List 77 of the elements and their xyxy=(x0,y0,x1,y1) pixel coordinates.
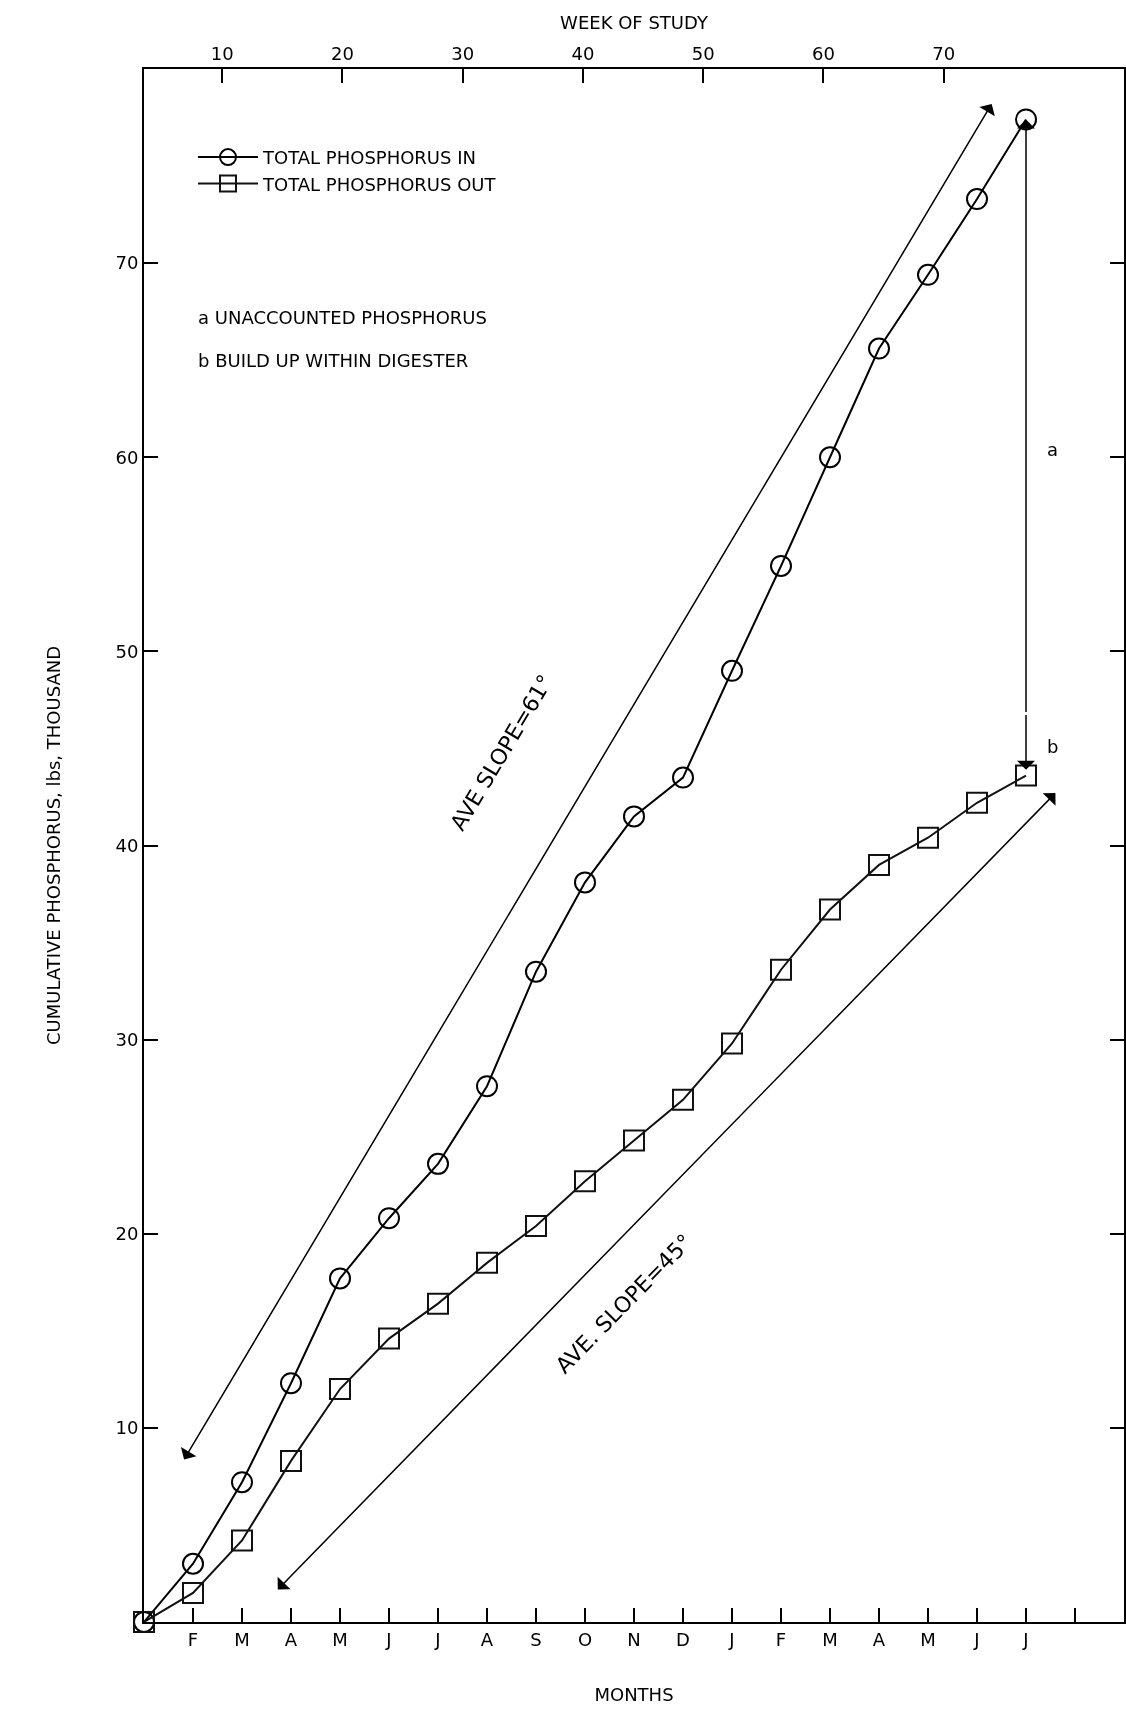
x-tick-label: M xyxy=(920,1628,936,1650)
point xyxy=(476,1251,498,1274)
x-axis-title: MONTHS xyxy=(594,1684,674,1706)
y-axis-title: CUMULATIVE PHOSPHORUS, lbs, THOUSAND xyxy=(43,645,65,1046)
y-tick-label: 40 xyxy=(115,834,139,856)
point xyxy=(868,853,890,876)
annotation: a UNACCOUNTED PHOSPHORUS xyxy=(198,307,487,328)
point xyxy=(280,1372,302,1395)
x-tick-label: N xyxy=(627,1628,641,1650)
x2-tick-label: 50 xyxy=(691,42,715,64)
point xyxy=(1015,764,1037,787)
x-tick-label: J xyxy=(434,1628,441,1650)
x-tick-label: M xyxy=(332,1628,348,1650)
point xyxy=(819,446,841,469)
x2-tick-label: 40 xyxy=(571,42,595,64)
legend-label: TOTAL PHOSPHORUS OUT xyxy=(262,173,497,195)
y-tick-label: 60 xyxy=(115,446,139,468)
x2-axis-title: WEEK OF STUDY xyxy=(560,12,709,34)
annotation: a xyxy=(1047,439,1059,460)
x-tick-label: S xyxy=(530,1628,542,1650)
x2-tick-label: 10 xyxy=(210,42,234,64)
x-tick-label: F xyxy=(187,1628,199,1650)
x-tick-label: M xyxy=(234,1628,250,1650)
x-tick-label: D xyxy=(676,1628,690,1650)
x-tick-label: F xyxy=(775,1628,787,1650)
point xyxy=(721,659,743,682)
point xyxy=(623,805,645,828)
x-tick-label: M xyxy=(822,1628,838,1650)
point xyxy=(427,1292,449,1315)
x2-tick-label: 30 xyxy=(451,42,475,64)
point xyxy=(966,188,988,211)
x-tick-label: J xyxy=(385,1628,392,1650)
point xyxy=(231,1529,253,1552)
point xyxy=(574,871,596,894)
point xyxy=(1015,108,1037,131)
point xyxy=(770,958,792,981)
point xyxy=(231,1471,253,1494)
point xyxy=(721,1032,743,1055)
point xyxy=(672,766,694,789)
y-tick-label: 70 xyxy=(115,252,139,274)
legend-label: TOTAL PHOSPHORUS IN xyxy=(262,147,476,169)
point xyxy=(917,263,939,286)
y-tick-label: 30 xyxy=(115,1028,139,1050)
x-tick-label: A xyxy=(480,1628,494,1650)
y-tick-label: 20 xyxy=(115,1223,139,1245)
point xyxy=(525,1214,547,1237)
point xyxy=(378,1327,400,1350)
point xyxy=(623,1129,645,1152)
point xyxy=(182,1552,204,1575)
x-tick-label: A xyxy=(284,1628,298,1650)
x2-tick-label: 60 xyxy=(811,42,835,64)
point xyxy=(770,554,792,577)
x-tick-label: J xyxy=(973,1628,980,1650)
x-tick-label: J xyxy=(728,1628,735,1650)
point xyxy=(476,1075,498,1098)
point xyxy=(427,1152,449,1175)
point xyxy=(574,1170,596,1193)
point xyxy=(819,898,841,921)
y-tick-label: 50 xyxy=(115,640,139,662)
x2-tick-label: 70 xyxy=(932,42,956,64)
annotation: b BUILD UP WITHIN DIGESTER xyxy=(198,350,469,371)
y-tick-label: 10 xyxy=(115,1417,139,1439)
point xyxy=(182,1581,204,1604)
point xyxy=(868,337,890,360)
point xyxy=(966,791,988,814)
x-tick-label: O xyxy=(577,1628,593,1650)
point xyxy=(280,1449,302,1472)
point xyxy=(329,1378,351,1401)
point xyxy=(329,1267,351,1290)
point xyxy=(525,960,547,983)
point xyxy=(917,826,939,849)
x-tick-label: A xyxy=(872,1628,886,1650)
x2-tick-label: 20 xyxy=(330,42,354,64)
point xyxy=(378,1207,400,1230)
point xyxy=(672,1088,694,1111)
annotation: b xyxy=(1047,736,1059,757)
x-tick-label: J xyxy=(1022,1628,1029,1650)
